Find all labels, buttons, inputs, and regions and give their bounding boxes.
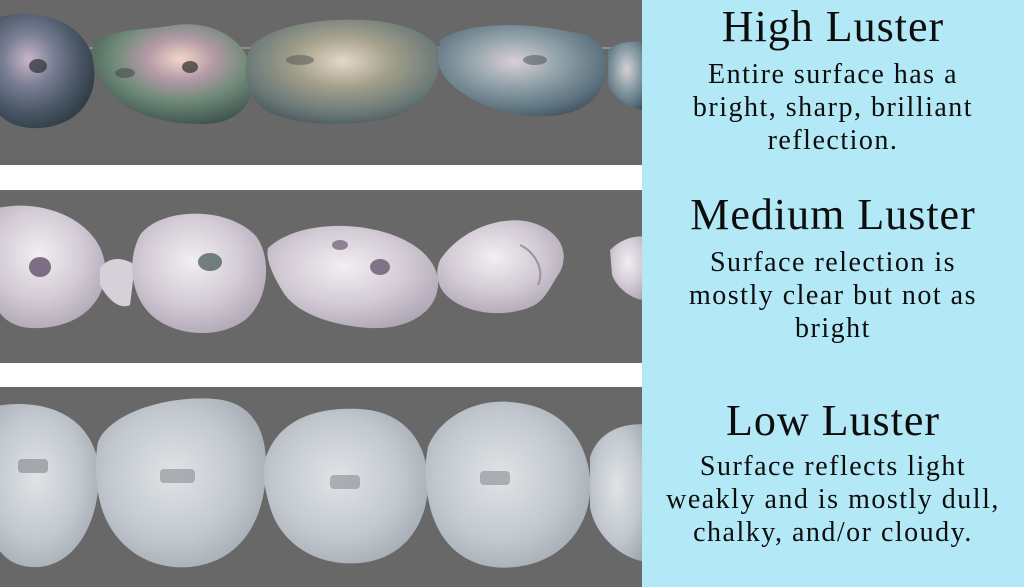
high-luster-description: Entire surface has a bright, sharp, bril… (642, 58, 1024, 157)
pearl (245, 19, 440, 124)
pearl (437, 220, 564, 314)
description-line: Surface relection is (709, 247, 957, 278)
low-luster-block: Low Luster Surface reflects light weakly… (642, 398, 1024, 549)
pearl (267, 225, 439, 329)
pearl (92, 24, 253, 125)
pearl (0, 205, 106, 329)
low-luster-description: Surface reflects light weakly and is mos… (642, 450, 1024, 549)
high-luster-block: High Luster Entire surface has a bright,… (642, 4, 1024, 157)
pearl (132, 213, 267, 334)
description-line: bright (795, 313, 871, 344)
pearl (425, 401, 591, 568)
pearl (438, 25, 608, 117)
pearl (608, 41, 642, 110)
medium-luster-description: Surface relection is mostly clear but no… (642, 246, 1024, 345)
high-luster-heading: High Luster (721, 2, 945, 51)
pearl (610, 236, 642, 300)
description-line: bright, sharp, brilliant (692, 92, 974, 123)
medium-luster-pearl-photo (0, 190, 642, 363)
pearl (0, 13, 95, 129)
low-luster-heading: Low Luster (725, 396, 941, 445)
description-line: mostly clear but not as (688, 280, 977, 311)
luster-description-panel: High Luster Entire surface has a bright,… (642, 0, 1024, 587)
description-line: reflection. (767, 125, 899, 156)
pearl (0, 404, 99, 568)
high-luster-pearl-photo (0, 0, 642, 165)
pearl (590, 424, 642, 562)
low-luster-pearl-photo (0, 387, 642, 587)
description-line: Surface reflects light (699, 451, 967, 482)
description-line: weakly and is mostly dull, (666, 484, 1000, 515)
medium-luster-block: Medium Luster Surface relection is mostl… (642, 192, 1024, 345)
description-line: Entire surface has a (708, 59, 958, 90)
pearl (100, 259, 135, 307)
description-line: chalky, and/or cloudy. (693, 517, 973, 548)
medium-luster-heading: Medium Luster (690, 190, 976, 239)
